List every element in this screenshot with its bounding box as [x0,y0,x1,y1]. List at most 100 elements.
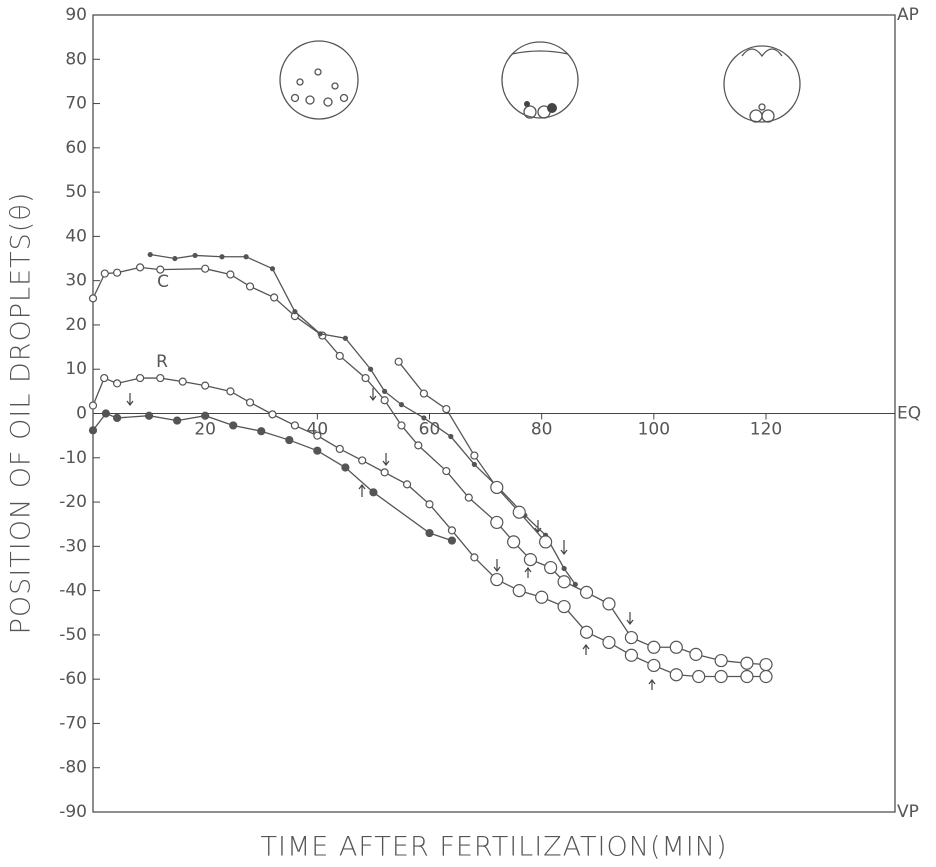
droplet [749,109,763,123]
droplet [758,103,766,111]
data-point [285,435,294,445]
y-tick-label: 0 [76,404,87,424]
arrow [626,612,634,625]
x-tick-label: 100 [638,420,670,440]
arrow [358,484,366,497]
data-point [689,647,703,661]
x-axis-title: TIME AFTER FERTILIZATION(MIN) [261,832,728,863]
data-point [270,293,279,302]
data-point [313,446,322,455]
y-tick-label: 10 [65,359,87,379]
data-point [512,584,526,598]
data-point [358,456,367,465]
illustrations [279,40,801,123]
data-point [421,415,427,421]
y-tick-label: 60 [65,138,87,158]
y-tick-label: -50 [59,625,87,645]
data-point [442,466,451,476]
arrow [126,393,134,406]
data-point [447,536,457,545]
y-tick-label: -20 [59,492,87,512]
y-tick-label: 80 [65,49,87,69]
data-point [448,433,454,440]
arrow [493,559,501,572]
data-point [368,366,374,372]
y-tick-label: -30 [59,536,87,556]
data-point [464,493,473,502]
data-point [245,398,255,407]
data-point [341,463,350,472]
droplet [523,105,537,119]
data-point [361,373,370,383]
data-point [317,331,323,337]
data-point [647,658,661,673]
data-point [490,572,504,587]
data-point [602,635,616,650]
data-point [245,282,255,291]
data-point [219,254,225,260]
y-tick-label: 30 [65,271,87,291]
series-line [92,266,767,666]
data-point [557,575,571,589]
egg-drawing [279,40,359,120]
data-point [192,252,198,259]
data-point [759,669,773,684]
data-point [579,625,594,639]
y-tick-label: 70 [65,94,87,114]
data-point [292,309,298,315]
series-line [92,412,453,542]
arrow [382,453,390,466]
data-point [512,505,526,519]
data-point [740,656,754,670]
data-point [382,388,388,394]
arrow [369,388,377,401]
data-point [144,411,154,420]
series-label: C [157,272,169,292]
data-point [397,421,406,430]
arrow [648,679,656,690]
data-point [243,254,249,260]
data-point [507,535,521,549]
y-axis-title: POSITION OF OIL DROPLETS(θ) [6,192,37,635]
data-point [100,269,109,278]
droplet [305,95,315,105]
data-point [714,653,728,668]
y2-tick-label: VP [897,802,919,822]
data-point [178,377,187,386]
data-point [173,416,182,425]
data-point [538,535,553,549]
data-point [201,381,210,390]
data-point [419,389,428,398]
data-point [113,413,122,423]
data-point [669,668,683,682]
data-point [490,515,504,530]
data-point [335,351,344,361]
egg-drawing [723,45,801,123]
data-point [470,451,479,460]
data-point [624,648,639,662]
data-point [523,553,538,567]
data-point [602,597,616,611]
data-point [136,263,145,272]
y2-tick-label: AP [897,5,919,25]
y-tick-label: 40 [65,226,87,246]
y-tick-label: -60 [59,669,87,689]
data-point [101,409,110,418]
data-point [447,526,457,535]
x-tick-label: 80 [531,420,553,440]
data-point [442,404,451,414]
y-tick-label: -40 [59,581,87,601]
droplet [323,97,333,107]
arrow [524,567,532,578]
data-point [369,488,378,497]
data-point [380,468,389,477]
egg-cap [511,50,569,55]
arrow [582,644,590,655]
x-tick-label: 60 [419,420,441,440]
data-point [136,373,145,383]
data-point [490,480,504,495]
data-point [113,379,122,388]
data-point [201,411,210,420]
droplet [314,68,322,76]
